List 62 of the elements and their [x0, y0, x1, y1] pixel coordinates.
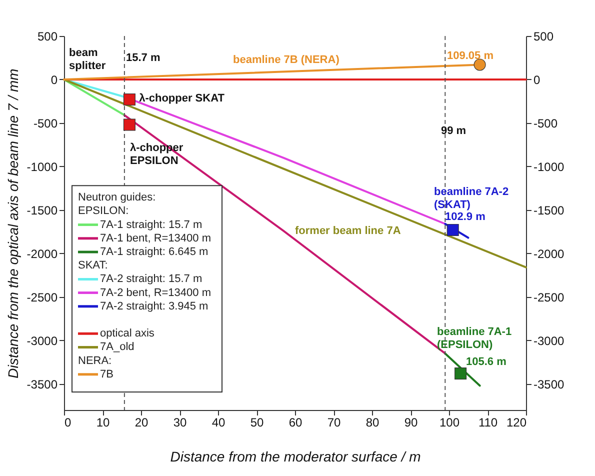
- x-axis-title: Distance from the moderator surface / m: [170, 448, 422, 464]
- annotation: former beam line 7A: [295, 225, 401, 237]
- legend-title: Neutron guides:: [78, 192, 156, 204]
- legend-label: 7A-2 bent, R=13400 m: [100, 286, 211, 299]
- x-tick-label: 70: [327, 416, 341, 430]
- legend-label: optical axis: [100, 328, 155, 340]
- y2-tick-label: 500: [534, 30, 554, 44]
- annotation: beamline 7A-2 (SKAT): [434, 186, 509, 211]
- y-tick-label: -1000: [26, 160, 58, 174]
- y2-tick-label: -2000: [534, 246, 565, 261]
- annotation: beamline 7B (NERA): [233, 54, 340, 66]
- y-axis-title: Distance from the optical axis of beam line 7 / mm: [4, 68, 21, 378]
- x-tick-label: 10: [96, 416, 110, 430]
- x-tick-label: 0: [64, 416, 72, 430]
- y-tick-label: -2500: [26, 290, 58, 304]
- y-tick-label: 500: [37, 30, 58, 44]
- point: [123, 118, 136, 131]
- x-tick-label: 20: [134, 416, 148, 430]
- legend-label: 7B: [100, 368, 114, 380]
- annotation: 99 m: [441, 125, 466, 137]
- y2-tick-label: 0: [534, 72, 540, 87]
- point: [446, 224, 459, 236]
- y-tick-label: -3500: [26, 377, 58, 392]
- legend-label: 7A-2 straight: 3.945 m: [100, 300, 208, 312]
- annotation: NERA:: [78, 354, 112, 367]
- x-tick-label: 110: [478, 416, 498, 430]
- point: [454, 367, 467, 380]
- y-tick-label: 0: [50, 72, 58, 87]
- annotation: SKAT:: [78, 260, 108, 272]
- annotation: 105.6 m: [466, 356, 507, 368]
- point: [123, 93, 136, 106]
- y2-tick-label: -1500: [534, 203, 565, 218]
- legend-label: 7A_old: [100, 341, 134, 354]
- x-tick-label: 90: [404, 416, 418, 430]
- annotation: 109.05 m: [447, 50, 494, 62]
- annotation: beam splitter: [69, 47, 106, 72]
- y-tick-label: -1500: [26, 203, 58, 218]
- y-tick-label: -3000: [26, 334, 58, 348]
- annotation: 15.7 m: [126, 52, 160, 64]
- legend-label: 7A-1 bent, R=13400 m: [100, 232, 211, 244]
- x-tick-label: 40: [212, 416, 226, 430]
- x-tick-label: 30: [173, 416, 187, 430]
- point: [474, 58, 486, 71]
- annotation: beamline 7A-1 (EPSILON): [437, 326, 512, 351]
- y2-tick-label: -2500: [534, 290, 565, 304]
- y2-tick-label: -3500: [534, 377, 565, 392]
- annotation: λ-chopper SKAT: [139, 92, 225, 105]
- y-tick-label: -500: [33, 116, 58, 130]
- y2-tick-label: -500: [534, 116, 558, 130]
- x-tick-label: 100: [439, 416, 460, 430]
- y2-tick-label: -3000: [534, 334, 565, 348]
- y2-tick-label: -1000: [534, 160, 565, 174]
- x-tick-label: 50: [250, 416, 264, 430]
- legend-label: 7A-2 straight: 15.7 m: [100, 273, 202, 286]
- y-tick-label: -2000: [26, 246, 58, 261]
- x-tick-label: 60: [288, 416, 302, 430]
- legend-label: 7A-1 straight: 6.645 m: [100, 246, 208, 258]
- annotation: 102.9 m: [445, 211, 486, 223]
- x-tick-label: 120: [506, 416, 527, 430]
- x-tick-label: 80: [366, 416, 380, 430]
- legend-label: 7A-1 straight: 15.7 m: [100, 218, 202, 231]
- annotation: EPSILON:: [78, 205, 129, 218]
